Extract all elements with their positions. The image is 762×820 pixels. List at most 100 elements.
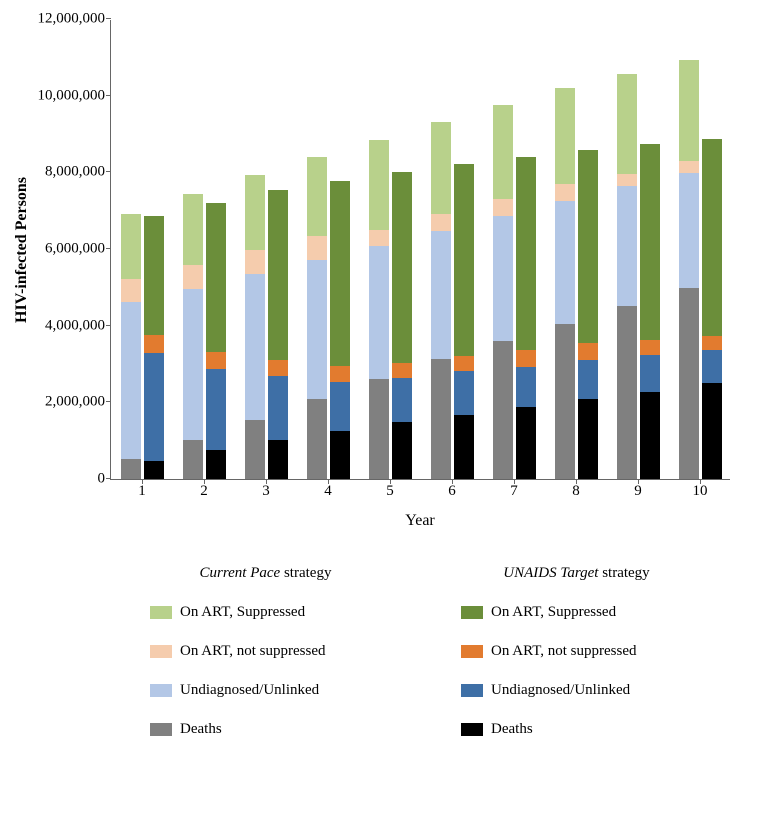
legend-swatch [150,723,172,736]
legend-swatch [461,645,483,658]
bar [516,157,536,479]
legend-swatch [150,606,172,619]
figure: HIV-infected Persons 02,000,0004,000,000… [0,0,762,820]
xtick-label: 10 [693,479,708,500]
bar-segment-art_supp [183,194,203,265]
bar [121,214,141,479]
legend-item: On ART, Suppressed [120,604,411,621]
legend-item: Undiagnosed/Unlinked [431,682,722,699]
bar-segment-deaths [206,450,226,479]
bar-group [617,20,660,479]
ytick-label: 10,000,000 [38,87,112,104]
bar-segment-undiag [268,376,288,440]
bar-segment-art_supp [516,157,536,351]
bar-segment-undiag [206,369,226,450]
bar-segment-art_supp [702,139,722,336]
xtick-label: 2 [200,479,208,500]
bar-segment-deaths [268,440,288,479]
bar-segment-art_supp [578,150,598,343]
bar-segment-art_not_supp [493,199,513,216]
bar-segment-art_not_supp [578,343,598,360]
legend-item: On ART, not suppressed [431,643,722,660]
bar-segment-art_not_supp [702,336,722,351]
bar-segment-art_not_supp [617,174,637,186]
bar-segment-undiag [183,289,203,440]
legend-swatch [461,606,483,619]
bar-segment-undiag [454,371,474,414]
bar [578,150,598,479]
bar [702,139,722,479]
y-axis-label: HIV-infected Persons [13,177,31,323]
bar-segment-deaths [555,324,575,479]
bar-segment-art_supp [555,88,575,184]
bar-segment-art_not_supp [679,161,699,173]
legend-swatch [150,645,172,658]
legend-item: Undiagnosed/Unlinked [120,682,411,699]
bar-segment-art_not_supp [121,279,141,302]
legend-swatch [150,684,172,697]
bar [307,157,327,479]
bar-segment-deaths [702,383,722,479]
bar-segment-art_supp [493,105,513,199]
bar-segment-art_supp [454,164,474,356]
bar-segment-art_supp [679,60,699,162]
bar-segment-undiag [431,231,451,359]
bar-segment-deaths [679,288,699,479]
bar-segment-undiag [392,378,412,422]
bar-group [245,20,288,479]
bar-segment-undiag [144,353,164,460]
bar-segment-art_not_supp [392,363,412,378]
bar-segment-art_supp [307,157,327,236]
bar-segment-art_not_supp [268,360,288,375]
bar [144,216,164,479]
xtick-label: 9 [634,479,642,500]
bar-segment-art_not_supp [245,250,265,274]
bar-segment-undiag [702,350,722,383]
bar-segment-undiag [617,186,637,306]
bar-segment-art_supp [431,122,451,214]
bar [431,122,451,479]
bar-segment-deaths [330,431,350,479]
bar-group [369,20,412,479]
plot-area: 02,000,0004,000,0006,000,0008,000,00010,… [110,20,730,480]
legend-swatch [461,723,483,736]
bar-segment-art_not_supp [516,350,536,366]
bar-segment-art_supp [268,190,288,360]
bar [555,88,575,479]
bar-segment-art_not_supp [640,340,660,355]
legend-item: On ART, not suppressed [120,643,411,660]
bar-segment-deaths [183,440,203,479]
bar [617,74,637,479]
bar-segment-art_supp [330,181,350,367]
bar-segment-deaths [121,459,141,479]
xtick-label: 6 [448,479,456,500]
bar-segment-art_not_supp [206,352,226,369]
bar-segment-deaths [392,422,412,479]
bar-group [555,20,598,479]
bar-segment-deaths [640,392,660,479]
bar-group [121,20,164,479]
bar-segment-art_supp [640,144,660,340]
bar-segment-art_not_supp [555,184,575,201]
bar-segment-art_not_supp [144,335,164,353]
bar-segment-art_not_supp [330,366,350,381]
bar-segment-undiag [307,260,327,399]
bar [268,190,288,479]
bar [245,175,265,479]
legend-label: Undiagnosed/Unlinked [491,682,630,699]
ytick-label: 12,000,000 [38,11,112,28]
ytick-label: 6,000,000 [45,241,111,258]
bar-segment-deaths [144,461,164,479]
ytick-label: 8,000,000 [45,164,111,181]
bar-segment-undiag [679,173,699,288]
bar [640,144,660,479]
xtick-label: 7 [510,479,518,500]
legend-item: On ART, Suppressed [431,604,722,621]
legend-label: Deaths [180,721,222,738]
bar-group [679,20,722,479]
bar-group [493,20,536,479]
bar [369,140,389,479]
bar-segment-undiag [245,274,265,420]
bar-segment-art_supp [617,74,637,174]
bar-segment-deaths [454,415,474,479]
